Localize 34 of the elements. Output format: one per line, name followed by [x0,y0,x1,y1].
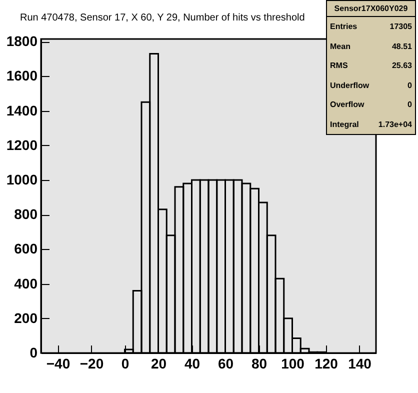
text: Sensor17X060Y029 [327,1,415,17]
y-tick-label: 1800 [6,33,38,50]
x-tick-label: 120 [314,356,338,372]
y-tick-label: 1600 [6,68,38,84]
y-tick-label: 400 [14,275,38,292]
y-tick-label: 0 [30,344,38,360]
y-tick-label: 1400 [6,102,38,118]
annotation: Mean [330,42,350,51]
text: 48.51 [392,42,412,51]
x-tick-label: 100 [281,356,305,372]
x-tick-label: 20 [150,356,167,372]
x-tick-label: 40 [184,356,200,372]
x-tick-label: 0 [121,356,130,372]
text: 1.73e+04 [378,120,412,129]
chart-title: Run 470478, Sensor 17, X 60, Y 29, Number of hits vs threshold [20,12,305,24]
y-tick-label: 600 [14,240,38,257]
text: 0 [408,80,412,90]
annotation: Integral [330,120,359,129]
annotation: RMS [330,61,348,70]
annotation: Overflow [330,100,364,110]
text: 17305 [390,22,412,32]
x-tick-label: −40 [46,356,70,372]
text: 0 [408,100,412,110]
x-tick-label: 80 [251,356,268,372]
y-tick-label: 200 [14,310,38,326]
text: Entries [330,22,358,32]
y-tick-label: 800 [14,206,38,222]
annotation: Underflow [330,80,370,90]
text: 25.63 [392,61,412,70]
y-tick-label: 1000 [6,171,38,188]
x-tick-label: 60 [218,356,234,372]
x-tick-label: −20 [80,356,104,372]
x-tick-label: 140 [348,356,372,372]
y-tick-label: 1200 [6,136,38,153]
